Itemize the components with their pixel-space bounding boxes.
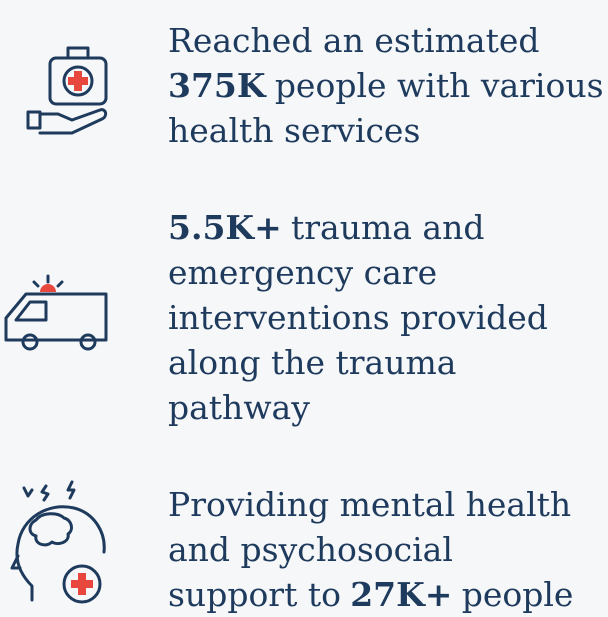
text: support to (168, 575, 341, 614)
text-line: support to 27K+ people (168, 572, 608, 617)
stat-figure: 5.5K+ (168, 208, 282, 247)
text-line: along the trauma (168, 340, 608, 385)
text: and psychosocial (168, 530, 453, 569)
text: pathway (168, 388, 310, 427)
text-line: interventions provided (168, 295, 608, 340)
stat-figure: 375K (168, 66, 266, 105)
text: people (461, 575, 574, 614)
text: along the trauma (168, 343, 457, 382)
text: health services (168, 111, 421, 150)
stat-item: Providing mental health and psychosocial s… (168, 482, 608, 617)
text: Reached an estimated (168, 21, 540, 60)
text: people with various (274, 66, 604, 105)
ambulance-icon (4, 274, 108, 351)
text-line: emergency care (168, 250, 608, 295)
mental-health-icon (10, 480, 106, 604)
text: Providing mental health (168, 485, 572, 524)
text-line: Providing mental health (168, 482, 608, 527)
text: interventions provided (168, 298, 548, 337)
text: emergency care (168, 253, 438, 292)
text-line: health services (168, 108, 608, 153)
health-kit-icon (26, 46, 108, 135)
stat-figure: 27K+ (350, 575, 453, 614)
text-line: and psychosocial (168, 527, 608, 572)
text-line: Reached an estimated (168, 18, 608, 63)
text-line: 5.5K+ trauma and (168, 205, 608, 250)
stat-item: 5.5K+ trauma and emergency care interventio… (168, 205, 608, 430)
text: trauma and (290, 208, 485, 247)
text-line: pathway (168, 385, 608, 430)
stat-item: Reached an estimated 375K people with vari… (168, 18, 608, 153)
text-line: 375K people with various (168, 63, 608, 108)
